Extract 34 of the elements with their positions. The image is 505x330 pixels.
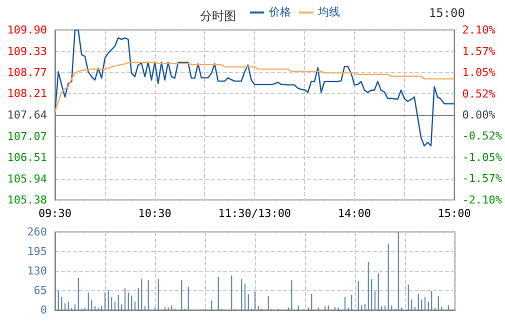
y-tick-label: 105.94 — [7, 172, 48, 186]
x-tick-label: 11:30/13:00 — [218, 207, 292, 220]
y-tick-label: 107.07 — [7, 130, 47, 143]
y2-tick-label: -1.05% — [462, 151, 502, 164]
y-tick-label: 0 — [40, 304, 47, 316]
y-tick-label: 106.51 — [7, 151, 47, 164]
x-tick-label: 15:00 — [438, 207, 471, 220]
x-tick-label: 14:00 — [338, 207, 372, 220]
legend-label: 均线 — [317, 6, 340, 18]
y-tick-label: 130 — [27, 264, 47, 278]
chart-title: 分时图 — [200, 9, 236, 23]
y-tick-label: 65 — [34, 284, 47, 297]
text: 15:00 — [428, 6, 465, 20]
y2-tick-label: 0.52% — [462, 87, 496, 100]
y-tick-label: 109.90 — [7, 24, 47, 36]
y-tick-label: 260 — [27, 226, 47, 238]
x-tick-label: 09:30 — [38, 207, 72, 220]
line-series — [54, 62, 455, 113]
y2-tick-label: -1.57% — [462, 172, 502, 186]
x-tick-label: 10:30 — [138, 207, 172, 220]
y-tick-label: 108.21 — [7, 87, 47, 100]
y-tick-label: 108.77 — [7, 66, 47, 79]
y-tick-label: 107.64 — [7, 108, 48, 122]
y2-tick-label: -2.10% — [462, 194, 502, 206]
y2-tick-label: 2.10% — [462, 24, 496, 36]
y2-tick-label: 1.57% — [462, 44, 496, 58]
y2-tick-label: 0.00% — [462, 108, 496, 122]
legend-label: 价格 — [268, 6, 291, 18]
y-tick-label: 195 — [27, 245, 47, 258]
y-tick-label: 109.33 — [7, 44, 47, 58]
y-tick-label: 105.38 — [7, 194, 47, 206]
y2-tick-label: 1.05% — [462, 66, 496, 79]
y2-tick-label: -0.52% — [462, 130, 502, 143]
line-series — [54, 29, 455, 146]
